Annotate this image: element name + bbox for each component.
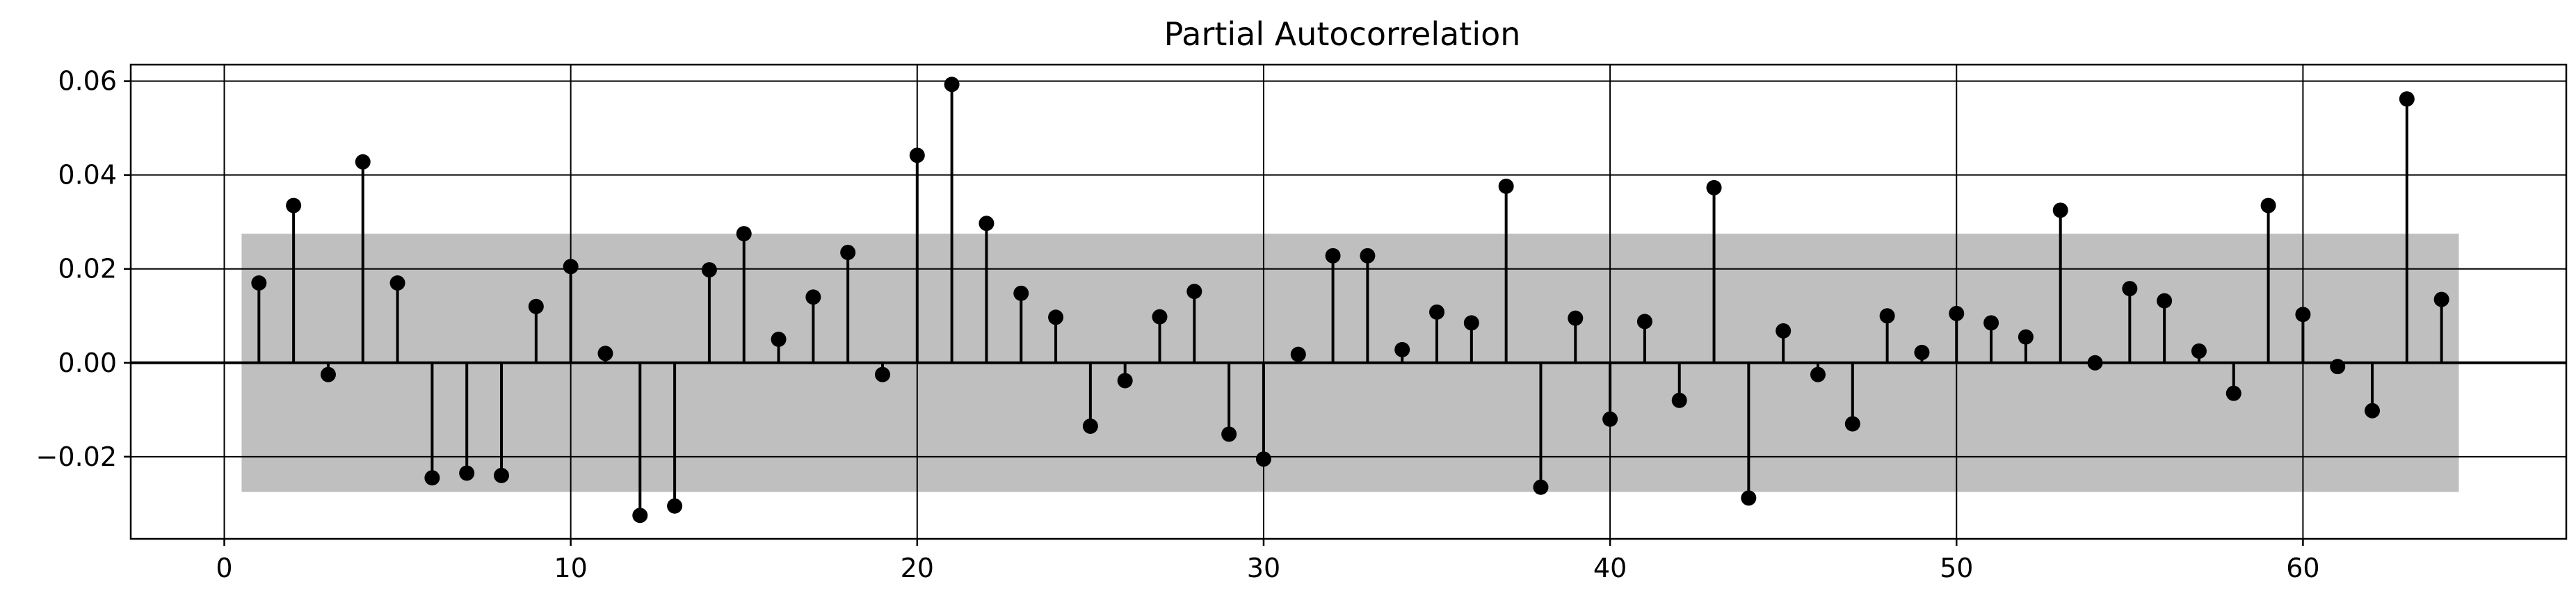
data-point: [424, 470, 440, 486]
data-point: [1949, 305, 1965, 321]
data-point: [1602, 411, 1618, 427]
data-point: [320, 366, 336, 382]
axis-ticks-layer: 0 10 20 30 40 50 60 −0.02 0.00 0.02 0.04 0.06: [36, 66, 2320, 583]
data-point: [2295, 307, 2311, 323]
data-point: [2157, 293, 2173, 309]
data-point: [2052, 202, 2068, 218]
data-point: [874, 366, 890, 382]
data-point: [355, 154, 371, 170]
data-point: [909, 147, 925, 163]
data-point: [2225, 385, 2241, 401]
plot-frame: [129, 63, 2568, 540]
x-tick-label: 20: [901, 553, 934, 583]
chart-title: Partial Autocorrelation: [1164, 15, 1521, 53]
data-point: [771, 332, 787, 348]
data-point: [2122, 281, 2138, 297]
x-tick-label: 60: [2286, 553, 2319, 583]
x-tick-label: 30: [1247, 553, 1280, 583]
y-tick-label: −0.02: [36, 442, 117, 472]
x-tick-label: 0: [216, 553, 232, 583]
data-point: [1706, 179, 1722, 195]
data-point: [286, 197, 302, 213]
data-point: [389, 275, 405, 291]
y-tick-label: 0.00: [58, 348, 117, 378]
data-point: [805, 289, 821, 305]
data-point: [1221, 426, 1237, 442]
data-point: [1914, 344, 1930, 360]
data-point: [667, 498, 683, 514]
marker-layer: [251, 76, 2449, 524]
x-tick-label: 40: [1593, 553, 1627, 583]
data-point: [2365, 403, 2381, 419]
data-point: [597, 346, 613, 362]
data-point: [1048, 309, 1064, 325]
data-point: [1879, 308, 1895, 324]
data-point: [2433, 291, 2449, 307]
data-point: [1013, 285, 1029, 301]
data-point: [1463, 315, 1479, 331]
data-point: [736, 226, 752, 242]
data-point: [2330, 359, 2346, 375]
data-point: [701, 262, 717, 278]
data-point: [2087, 355, 2103, 371]
data-point: [2399, 91, 2415, 107]
data-point: [563, 259, 579, 275]
x-tick-label: 50: [1940, 553, 1973, 583]
data-point: [1498, 178, 1514, 194]
data-point: [1117, 373, 1133, 389]
data-point: [2018, 329, 2034, 345]
data-point: [494, 467, 510, 483]
data-point: [1082, 418, 1098, 434]
y-tick-label: 0.02: [58, 254, 117, 284]
stem-layer: [257, 84, 2443, 516]
data-point: [1671, 392, 1687, 408]
data-point: [1983, 315, 1999, 331]
data-point: [1741, 490, 1757, 506]
data-point: [944, 76, 960, 92]
data-point: [1186, 284, 1202, 300]
data-point: [251, 275, 267, 291]
data-point: [2191, 343, 2207, 359]
y-tick-label: 0.04: [58, 160, 117, 191]
data-point: [1290, 346, 1306, 362]
y-tick-label: 0.06: [58, 66, 117, 97]
data-point: [1429, 304, 1445, 320]
data-point: [528, 298, 544, 314]
data-point: [1533, 479, 1549, 495]
data-point: [1325, 248, 1341, 264]
data-point: [1844, 416, 1860, 432]
data-point: [1636, 314, 1652, 330]
data-point: [840, 245, 856, 261]
data-point: [1776, 323, 1792, 339]
data-point: [1394, 341, 1410, 357]
data-point: [1810, 366, 1826, 382]
data-point: [459, 465, 475, 481]
data-point: [2260, 197, 2276, 213]
data-point: [979, 216, 995, 232]
x-tick-label: 10: [554, 553, 587, 583]
data-point: [1152, 309, 1168, 325]
data-point: [1255, 451, 1271, 467]
data-point: [1568, 310, 1584, 326]
data-point: [1360, 248, 1376, 264]
data-point: [632, 508, 648, 524]
